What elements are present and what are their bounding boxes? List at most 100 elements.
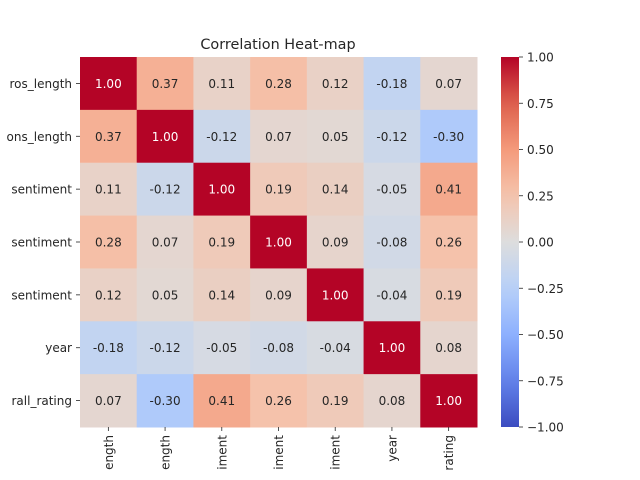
cell-value-label: -0.04	[320, 341, 351, 355]
colorbar-tick-label: −1.00	[527, 421, 564, 435]
heatmap-cell	[136, 109, 194, 164]
cell-value-label: -0.30	[150, 394, 181, 408]
cell-value-label: 1.00	[95, 77, 122, 91]
colorbar-tick-label: −0.75	[527, 374, 564, 388]
colorbar-tick-label: −0.50	[527, 328, 564, 342]
heatmap-cell	[193, 268, 251, 322]
cell-value-label: -0.08	[376, 236, 407, 250]
heatmap-cell	[80, 57, 138, 111]
cell-value-label: 0.19	[435, 288, 462, 302]
heatmap-cell	[193, 57, 251, 111]
cell-value-label: -0.04	[376, 288, 407, 302]
cell-value-label: 0.12	[95, 288, 122, 302]
cell-value-label: 1.00	[379, 341, 406, 355]
cell-value-label: 0.37	[95, 130, 122, 144]
colorbar-gradient	[501, 57, 519, 427]
cell-value-label: 0.28	[95, 236, 122, 250]
heatmap-cell	[420, 162, 478, 217]
colorbar-tick-label: 0.50	[527, 143, 554, 157]
cell-value-label: 0.09	[265, 288, 292, 302]
cell-value-label: 0.41	[435, 183, 462, 197]
column-tick-label: iment	[215, 435, 229, 470]
row-tick-label: ons_length	[7, 130, 72, 144]
heatmap-cell	[80, 374, 138, 428]
column-tick-label: ength	[102, 435, 116, 470]
heatmap-cell	[136, 374, 194, 428]
heatmap-cell	[193, 109, 251, 164]
colorbar-tick-label: 0.75	[527, 97, 554, 111]
heatmap-cell	[306, 57, 365, 111]
heatmap-cell	[363, 162, 421, 217]
cell-value-label: -0.12	[150, 341, 181, 355]
heatmap-cell	[306, 109, 365, 164]
cell-value-label: 0.28	[265, 77, 292, 91]
heatmap-cell	[363, 215, 421, 269]
heatmap-cell	[306, 162, 365, 217]
cell-value-label: 0.09	[322, 236, 349, 250]
colorbar-tick-label: 0.25	[527, 189, 554, 203]
heatmap-cell	[193, 374, 251, 428]
heatmap-cell	[80, 321, 138, 375]
heatmap-cell	[250, 109, 308, 164]
heatmap-cell	[420, 374, 478, 428]
cell-value-label: -0.18	[376, 77, 407, 91]
cell-value-label: 1.00	[322, 288, 349, 302]
cell-value-label: -0.12	[206, 130, 237, 144]
heatmap-cell	[80, 109, 138, 164]
cell-value-label: 1.00	[208, 183, 235, 197]
cell-value-label: -0.18	[93, 341, 124, 355]
heatmap-cell	[250, 321, 308, 375]
heatmap-cell	[250, 268, 308, 322]
heatmap-cell	[250, 57, 308, 111]
cell-value-label: 0.07	[95, 394, 122, 408]
row-tick-label: ros_length	[9, 77, 72, 91]
cell-value-label: 0.11	[95, 183, 122, 197]
cell-value-label: 0.08	[379, 394, 406, 408]
heatmap-cells: 1.00 0.37 0.11 0.28 0.12 -0.18 0.07 0.37 1.00 -0.…	[80, 57, 478, 428]
cell-value-label: -0.30	[433, 130, 464, 144]
heatmap-cell	[420, 215, 478, 269]
cell-value-label: 0.19	[208, 236, 235, 250]
heatmap-cell	[136, 321, 194, 375]
heatmap-cell	[420, 109, 478, 164]
heatmap-cell	[306, 374, 365, 428]
heatmap-cell	[136, 57, 194, 111]
heatmap-cell	[80, 162, 138, 217]
cell-value-label: 0.11	[208, 77, 235, 91]
heatmap-cell	[250, 374, 308, 428]
colorbar-tick-label: −0.25	[527, 282, 564, 296]
colorbar-tick-label: 0.00	[527, 236, 554, 250]
column-tick-label: iment	[329, 435, 343, 470]
column-tick-label: iment	[272, 435, 286, 470]
cell-value-label: 0.41	[208, 394, 235, 408]
cell-value-label: 0.14	[208, 288, 235, 302]
heatmap-cell	[250, 215, 308, 269]
cell-value-label: 1.00	[265, 236, 292, 250]
row-labels: ros_length ons_length sentiment sentiment se…	[7, 77, 80, 408]
column-tick-label: year	[385, 435, 399, 462]
cell-value-label: 0.07	[265, 130, 292, 144]
heatmap-cell	[363, 268, 421, 322]
cell-value-label: 0.37	[152, 77, 179, 91]
row-tick-label: sentiment	[11, 288, 72, 302]
cell-value-label: 0.19	[322, 394, 349, 408]
cell-value-label: 0.07	[435, 77, 462, 91]
colorbar-tick-label: 1.00	[527, 51, 554, 65]
row-tick-label: sentiment	[11, 236, 72, 250]
cell-value-label: 1.00	[435, 394, 462, 408]
heatmap-cell	[193, 215, 251, 269]
heatmap-cell	[250, 162, 308, 217]
cell-value-label: -0.12	[150, 183, 181, 197]
heatmap-cell	[306, 321, 365, 375]
cell-value-label: 0.05	[322, 130, 349, 144]
cell-value-label: 0.26	[265, 394, 292, 408]
heatmap-cell	[80, 268, 138, 322]
cell-value-label: 0.19	[265, 183, 292, 197]
heatmap-cell	[306, 268, 365, 322]
column-tick-label: ength	[159, 435, 173, 470]
cell-value-label: 1.00	[152, 130, 179, 144]
cell-value-label: -0.05	[376, 183, 407, 197]
chart-title: Correlation Heat-map	[200, 37, 355, 53]
heatmap-cell	[80, 215, 138, 269]
